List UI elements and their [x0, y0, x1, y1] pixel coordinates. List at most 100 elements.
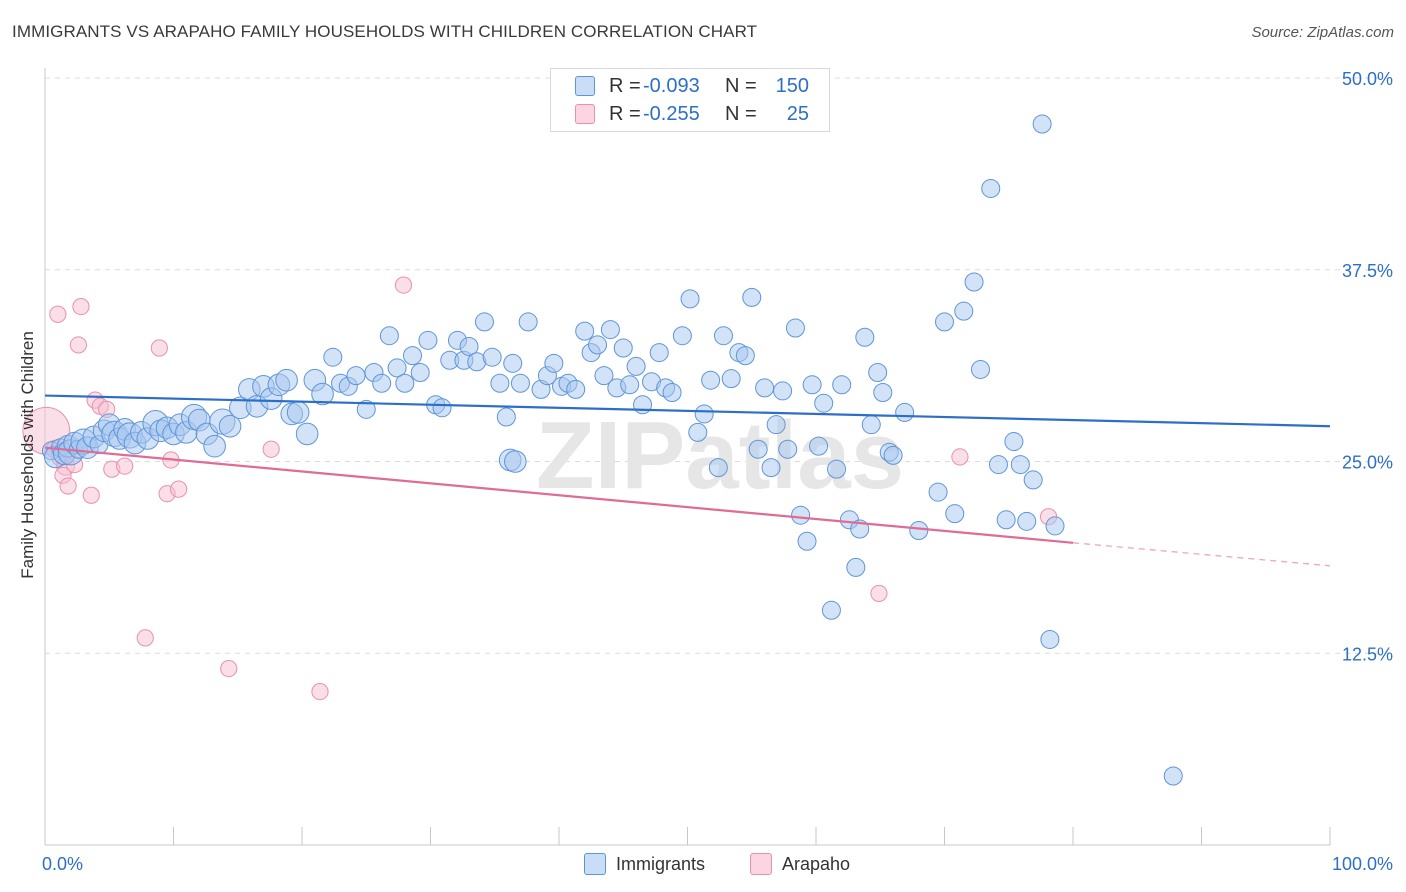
legend-r-value: -0.255	[643, 102, 700, 125]
immigrants-point	[600, 320, 620, 340]
immigrants-point	[873, 382, 893, 402]
arapaho-point	[150, 339, 168, 357]
arapaho-point	[262, 440, 280, 458]
immigrants-point	[954, 301, 974, 321]
immigrants-point	[996, 510, 1016, 530]
immigrants-point	[742, 287, 762, 307]
y-axis-label: Family Households with Children	[18, 331, 37, 579]
immigrants-point	[861, 415, 881, 435]
arapaho-point	[311, 683, 329, 701]
arapaho-point	[69, 336, 88, 354]
grid-lines	[45, 77, 1393, 654]
series-legend: Immigrants Arapaho	[0, 852, 1406, 876]
immigrants-point	[620, 375, 640, 395]
immigrants-point	[680, 289, 700, 309]
immigrants-point	[883, 445, 903, 465]
immigrants-point	[311, 382, 334, 406]
y-tick-label: 25.0%	[1342, 453, 1393, 473]
immigrants-point	[510, 373, 530, 393]
y-tick-labels: 12.5% 25.0% 37.5% 50.0%	[1342, 69, 1393, 664]
arapaho-point	[170, 480, 188, 498]
immigrants-point	[346, 366, 366, 386]
legend-item-immigrants[interactable]: Immigrants	[584, 852, 705, 876]
immigrants-point	[809, 436, 829, 456]
legend-swatch-immigrants	[584, 853, 606, 875]
immigrants-point	[909, 521, 929, 541]
trend-lines	[44, 394, 1331, 567]
legend-n-label: N =	[725, 74, 757, 97]
immigrants-point	[855, 327, 875, 347]
immigrants-point	[1040, 629, 1060, 649]
immigrants-point	[387, 358, 407, 378]
immigrants-point	[802, 375, 822, 395]
immigrants-point	[761, 458, 781, 478]
arapaho-point	[220, 659, 238, 678]
immigrants-point	[496, 407, 516, 427]
immigrants-point	[323, 347, 343, 367]
legend-item-arapaho[interactable]: Arapaho	[750, 852, 850, 876]
immigrants-point	[356, 399, 376, 419]
immigrants-point	[708, 458, 728, 478]
arapaho-point	[394, 276, 413, 294]
immigrants-point	[945, 504, 965, 524]
immigrants-point	[964, 272, 984, 292]
immigrants-point	[474, 312, 494, 332]
legend-n-label: N =	[725, 102, 757, 125]
legend-n-value: 25	[786, 102, 809, 125]
immigrants-point	[981, 178, 1001, 198]
arapaho-point	[870, 584, 888, 603]
legend-swatch-arapaho	[575, 104, 595, 124]
immigrants-point	[418, 330, 438, 350]
immigrants-point	[895, 402, 915, 422]
y-tick-label: 12.5%	[1342, 644, 1393, 664]
immigrants-point	[503, 353, 523, 373]
arapaho-point	[951, 448, 969, 466]
immigrants-point	[518, 312, 538, 332]
legend-label-immigrants: Immigrants	[616, 853, 706, 874]
legend-r-label: R =	[609, 74, 641, 97]
immigrants-point	[1032, 114, 1052, 134]
immigrants-point	[928, 482, 948, 502]
immigrants-point	[814, 393, 834, 413]
immigrants-point	[755, 378, 775, 398]
immigrants-point	[372, 373, 392, 393]
immigrants-point	[821, 600, 841, 620]
immigrants-point	[868, 363, 888, 383]
legend-row-immigrants: R = -0.093 N = 150	[575, 73, 809, 99]
legend-r-label: R =	[609, 102, 641, 125]
immigrants-point	[432, 398, 452, 418]
immigrants-points	[41, 114, 1183, 786]
legend-swatch-arapaho	[750, 853, 772, 875]
source-label: Source: ZipAtlas.com	[1251, 24, 1394, 41]
arapaho-trend-line	[44, 446, 1074, 544]
x-tick-label: 100.0%	[1332, 854, 1393, 874]
immigrants-point	[544, 353, 564, 373]
arapaho-point	[59, 477, 77, 495]
immigrants-point	[701, 370, 721, 390]
immigrants-point	[970, 359, 990, 379]
y-tick-label: 37.5%	[1342, 261, 1393, 281]
immigrants-point	[785, 318, 805, 338]
legend-label-arapaho: Arapaho	[782, 853, 851, 874]
immigrants-point	[594, 366, 614, 386]
immigrants-point	[988, 455, 1008, 475]
arapaho-point	[72, 297, 90, 316]
immigrants-point	[566, 379, 586, 399]
immigrants-point	[588, 335, 608, 355]
arapaho-point	[49, 305, 67, 323]
immigrants-point	[1045, 516, 1065, 536]
immigrants-point	[575, 321, 595, 341]
immigrants-point	[626, 356, 646, 376]
legend-r-value: -0.093	[643, 74, 700, 97]
correlation-legend: R = -0.093 N = 150 R = -0.255 N = 25	[550, 68, 830, 132]
immigrants-point	[778, 439, 798, 459]
immigrants-point	[721, 369, 741, 389]
immigrants-point	[218, 414, 242, 438]
immigrants-point	[403, 346, 423, 366]
immigrants-point	[797, 531, 817, 551]
immigrants-point	[1004, 432, 1024, 452]
immigrants-point	[395, 373, 415, 393]
immigrants-point	[295, 422, 319, 446]
chart-title: IMMIGRANTS VS ARAPAHO FAMILY HOUSEHOLDS …	[12, 22, 758, 41]
